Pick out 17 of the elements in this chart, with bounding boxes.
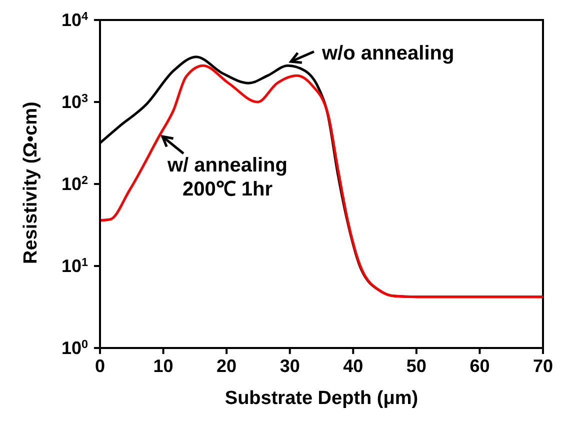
y-axis-title: Resistivity (Ω•cm): [20, 102, 42, 264]
x-tick-label: 20: [216, 356, 237, 376]
x-tick-label: 50: [406, 356, 426, 376]
annotation: w/ annealing 200℃ 1hr: [166, 154, 288, 201]
x-tick-label: 10: [153, 356, 174, 376]
annotation: w/o annealing: [320, 42, 454, 65]
y-tick-label: 10$^{3}$: [61, 92, 88, 112]
x-tick-label: 0: [94, 356, 106, 376]
y-tick-label: 10$^{1}$: [61, 256, 88, 276]
x-tick-label: 40: [343, 356, 364, 376]
x-tick-label: 30: [280, 356, 300, 376]
y-tick-label: 10$^{4}$: [61, 10, 88, 30]
y-tick-label: 10$^{0}$: [61, 338, 88, 358]
y-tick-label: 10$^{2}$: [61, 174, 88, 194]
x-tick-label: 60: [470, 356, 490, 376]
x-axis-title: Substrate Depth (μm): [224, 388, 418, 409]
x-tick-label: 70: [532, 356, 554, 376]
